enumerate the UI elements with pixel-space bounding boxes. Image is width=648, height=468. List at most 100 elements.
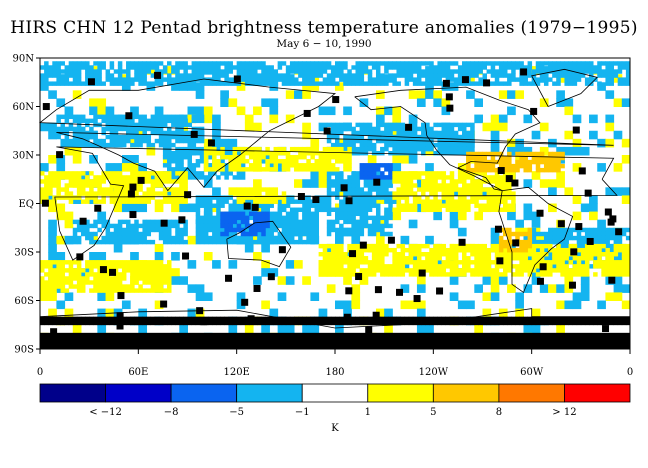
anomaly-region-cell [195, 146, 201, 152]
anomaly-region-cell [167, 280, 172, 285]
anomaly-region-cell [339, 150, 344, 156]
anomaly-region-cell [56, 187, 61, 192]
anomaly-region-cell [523, 268, 528, 273]
anomaly-region-cell [76, 171, 82, 176]
anomaly-cell [515, 146, 524, 156]
anomaly-region-cell [228, 171, 233, 176]
anomaly-region-cell [330, 73, 336, 78]
anomaly-region-cell [564, 316, 569, 322]
anomaly-region-cell [40, 65, 45, 70]
anomaly-region-cell [613, 69, 619, 74]
anomaly-region-cell [281, 320, 287, 326]
anomaly-region-cell [130, 171, 135, 176]
anomaly-region-cell [543, 163, 549, 169]
anomaly-region-cell [326, 207, 332, 212]
anomaly-region-cell [72, 73, 78, 78]
anomaly-region-cell [154, 69, 160, 74]
anomaly-region-cell [384, 268, 389, 273]
anomaly-region-cell [470, 187, 475, 192]
anomaly-region-cell [326, 260, 332, 265]
anomaly-region-cell [474, 268, 479, 273]
anomaly-region-cell [486, 272, 492, 277]
anomaly-region-cell [158, 114, 164, 120]
anomaly-region-cell [285, 215, 291, 221]
anomaly-region-cell [511, 191, 516, 196]
anomaly-region-cell [363, 316, 369, 322]
anomaly-region-cell [359, 134, 365, 140]
anomaly-region-cell [179, 191, 184, 196]
anomaly-region-cell [462, 142, 467, 148]
anomaly-region-cell [76, 122, 82, 128]
anomaly-region-cell [593, 227, 598, 233]
anomaly-region-cell [371, 203, 377, 208]
anomaly-region-cell [76, 134, 82, 140]
anomaly-region-cell [453, 260, 459, 265]
anomaly-region-cell [543, 268, 549, 273]
anomaly-region-cell [425, 203, 430, 208]
coastline-layer [38, 68, 630, 329]
anomaly-region-cell [285, 199, 291, 204]
anomaly-region-cell [621, 256, 627, 261]
anomaly-region-cell [425, 122, 430, 128]
anomaly-region-cell [425, 73, 430, 78]
anomaly-cell [236, 300, 246, 310]
anomaly-cell [138, 308, 148, 318]
anomaly-region-cell [412, 264, 418, 269]
anomaly-region-cell [93, 175, 98, 180]
anomaly-region-cell [93, 195, 98, 200]
anomaly-region-cell [330, 219, 336, 225]
anomaly-region-cell [355, 61, 360, 66]
anomaly-region-cell [584, 272, 590, 277]
anomaly-region-cell [93, 138, 98, 144]
anomaly-region-cell [601, 231, 606, 237]
anomaly-region-cell [535, 247, 541, 253]
anomaly-region-cell [150, 272, 156, 277]
anomaly-region-cell [335, 264, 340, 269]
anomaly-region-cell [138, 73, 143, 78]
anomaly-cell [269, 268, 279, 277]
anomaly-region-cell [113, 179, 119, 184]
anomaly-region-cell [224, 211, 229, 217]
anomaly-region-cell [363, 207, 369, 212]
anomaly-region-cell [60, 138, 65, 144]
anomaly-region-cell [269, 227, 274, 233]
anomaly-cell [580, 146, 590, 156]
anomaly-region-cell [146, 276, 152, 281]
anomaly-region-cell [253, 73, 258, 78]
anomaly-region-cell [478, 65, 483, 70]
anomaly-region-cell [85, 191, 90, 196]
anomaly-region-cell [232, 159, 238, 164]
anomaly-region-cell [167, 77, 172, 82]
anomaly-region-cell [597, 316, 602, 322]
anomaly-region-cell [228, 207, 233, 212]
anomaly-cell [154, 106, 164, 116]
missing-data-square [160, 219, 168, 227]
anomaly-region-cell [507, 231, 512, 237]
anomaly-region-cell [609, 65, 615, 70]
anomaly-region-cell [404, 150, 410, 156]
anomaly-region-cell [388, 215, 393, 221]
anomaly-region-cell [478, 252, 483, 257]
anomaly-region-cell [400, 264, 406, 269]
anomaly-cell [343, 308, 352, 318]
anomaly-region-cell [445, 187, 451, 192]
anomaly-cell [48, 227, 57, 237]
anomaly-region-cell [207, 175, 213, 180]
anomaly-region-cell [408, 243, 414, 249]
anomaly-region-cell [380, 163, 385, 168]
anomaly-region-cell [535, 159, 541, 165]
anomaly-region-cell [158, 260, 164, 265]
anomaly-region-cell [335, 138, 340, 144]
anomaly-region-cell [355, 69, 360, 74]
anomaly-region-cell [142, 134, 147, 140]
anomaly-cell [130, 252, 139, 261]
anomaly-region-cell [232, 175, 238, 180]
missing-data-square [94, 204, 102, 212]
anomaly-region-cell [289, 195, 295, 200]
anomaly-region-cell [199, 134, 205, 140]
anomaly-region-cell [154, 280, 160, 285]
anomaly-region-cell [68, 122, 74, 128]
anomaly-region-cell [261, 223, 266, 229]
anomaly-region-cell [97, 272, 102, 277]
anomaly-cell [187, 260, 197, 269]
